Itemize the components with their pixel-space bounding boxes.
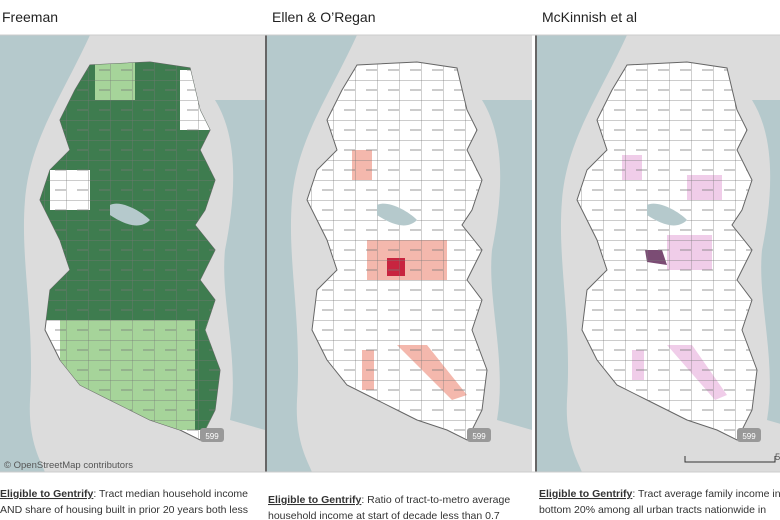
attribution: © OpenStreetMap contributors	[4, 460, 133, 471]
text: : Tract average family income in	[632, 488, 780, 500]
description: bottom 20% among all urban tracts nation…	[539, 504, 766, 516]
route-label: 599	[205, 432, 219, 441]
title: McKinnish et al	[542, 9, 637, 25]
title: Ellen & O’Regan	[272, 9, 376, 25]
route-label: 599	[742, 432, 756, 441]
text: : Ratio of tract-to-metro average	[361, 494, 510, 506]
description: household income at start of decade less…	[268, 510, 500, 520]
panel-mckinnish	[537, 35, 780, 472]
text: Eligible to Gentrify	[268, 494, 362, 506]
text: : Tract median household income	[93, 488, 248, 500]
panel-freeman	[0, 35, 265, 472]
description: Eligible to Gentrify: Ratio of tract-to-…	[268, 494, 510, 506]
text: Eligible to Gentrify	[0, 488, 94, 500]
scale-label: 5	[775, 452, 780, 463]
title: Freeman	[2, 9, 58, 25]
panel-ellen	[267, 35, 532, 472]
description: AND share of housing built in prior 20 y…	[0, 504, 248, 516]
description: Eligible to Gentrify: Tract median house…	[0, 488, 248, 500]
text: Eligible to Gentrify	[539, 488, 633, 500]
description: Eligible to Gentrify: Tract average fami…	[539, 488, 780, 500]
route-label: 599	[472, 432, 486, 441]
